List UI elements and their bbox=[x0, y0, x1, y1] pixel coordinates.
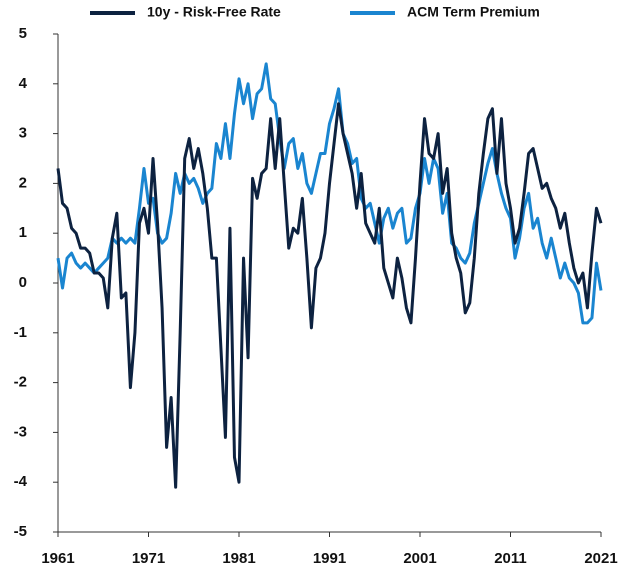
y-tick-label: 3 bbox=[19, 125, 27, 142]
y-tick-label: 4 bbox=[19, 75, 28, 92]
legend-label: ACM Term Premium bbox=[407, 4, 540, 20]
y-tick-label: -3 bbox=[14, 423, 27, 440]
x-tick-label: 2011 bbox=[494, 550, 527, 567]
y-tick-label: 2 bbox=[19, 174, 27, 191]
y-tick-label: -2 bbox=[14, 374, 27, 391]
y-tick-label: 0 bbox=[19, 274, 27, 291]
legend-label: 10y - Risk-Free Rate bbox=[147, 4, 281, 20]
y-tick-label: -4 bbox=[14, 473, 28, 490]
x-tick-label: 2001 bbox=[403, 550, 436, 567]
y-tick-label: -1 bbox=[14, 324, 27, 341]
y-tick-label: 1 bbox=[19, 224, 27, 241]
y-tick-label: 5 bbox=[19, 25, 27, 42]
y-tick-label: -5 bbox=[14, 523, 27, 540]
x-tick-label: 1991 bbox=[313, 550, 346, 567]
x-tick-label: 1981 bbox=[222, 550, 255, 567]
x-tick-label: 1971 bbox=[132, 550, 165, 567]
legend: 10y - Risk-Free Rate ACM Term Premium bbox=[90, 4, 540, 20]
series-line bbox=[56, 102, 603, 489]
x-tick-label: 1961 bbox=[41, 550, 74, 567]
x-tick-label: 2021 bbox=[584, 550, 617, 567]
